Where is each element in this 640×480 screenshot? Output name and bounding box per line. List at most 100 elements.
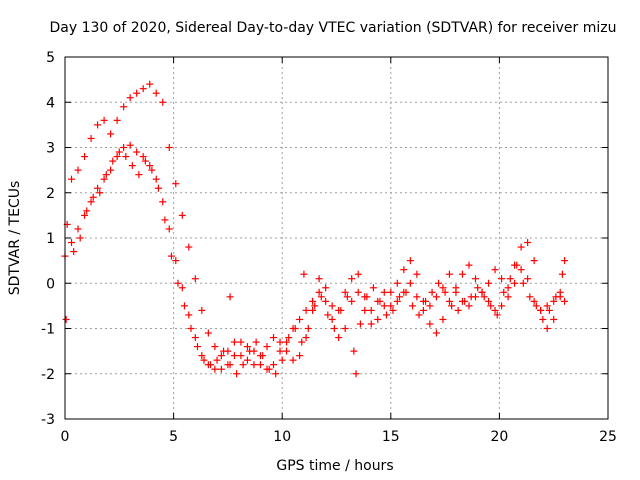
data-point xyxy=(328,302,336,310)
data-point xyxy=(493,311,501,319)
y-tick-label: -1 xyxy=(41,322,55,338)
data-point xyxy=(300,270,308,278)
data-point xyxy=(133,148,141,156)
data-point xyxy=(409,302,417,310)
data-point xyxy=(485,297,493,305)
data-point xyxy=(485,279,493,287)
data-point xyxy=(504,284,512,292)
data-point xyxy=(341,288,349,296)
data-point xyxy=(498,302,506,310)
plot-frame xyxy=(64,56,609,420)
data-point xyxy=(243,356,251,364)
data-point xyxy=(317,293,325,301)
data-point xyxy=(278,356,286,364)
data-point xyxy=(276,347,284,355)
data-point xyxy=(413,270,421,278)
data-point xyxy=(302,334,310,342)
data-point xyxy=(478,288,486,296)
data-point xyxy=(467,293,475,301)
y-tick-label: 0 xyxy=(46,276,55,292)
y-axis-label: SDTVAR / TECUs xyxy=(7,181,23,296)
data-point xyxy=(109,157,117,165)
data-point xyxy=(432,329,440,337)
data-point xyxy=(415,311,423,319)
data-point xyxy=(207,361,215,369)
data-point xyxy=(452,284,460,292)
data-point xyxy=(302,306,310,314)
data-point xyxy=(87,198,95,206)
data-point xyxy=(193,343,201,351)
data-point xyxy=(120,144,128,151)
x-tick-labels: 0 5 10 15 20 25 xyxy=(61,429,617,445)
data-point xyxy=(96,189,104,197)
data-point xyxy=(445,270,453,278)
data-point xyxy=(187,325,195,332)
data-point xyxy=(356,320,364,328)
data-point xyxy=(524,239,532,247)
data-point xyxy=(426,302,434,310)
data-point xyxy=(68,175,76,183)
data-point xyxy=(252,338,260,346)
data-point xyxy=(552,293,560,301)
data-point xyxy=(298,338,306,346)
data-point xyxy=(561,257,569,265)
data-point xyxy=(543,325,551,332)
data-point xyxy=(413,293,421,301)
data-point xyxy=(387,302,395,310)
data-point xyxy=(335,334,343,342)
data-point xyxy=(361,306,369,314)
data-point xyxy=(135,171,143,179)
data-point xyxy=(311,302,319,310)
data-point xyxy=(211,343,219,351)
data-point xyxy=(250,361,258,369)
data-point xyxy=(107,166,115,174)
data-point xyxy=(180,302,188,310)
data-point xyxy=(419,306,427,314)
data-point xyxy=(393,297,401,305)
data-point xyxy=(406,257,414,265)
data-point xyxy=(165,144,173,151)
y-tick-label: 4 xyxy=(46,95,55,111)
data-point xyxy=(285,334,293,342)
data-point xyxy=(465,302,473,310)
data-point xyxy=(432,293,440,301)
data-point xyxy=(422,297,430,305)
data-point xyxy=(141,157,149,165)
data-point xyxy=(174,279,182,287)
data-point xyxy=(304,325,312,332)
data-point xyxy=(539,315,547,323)
data-point xyxy=(354,270,362,278)
data-point xyxy=(461,297,469,305)
data-point xyxy=(558,270,566,278)
data-point xyxy=(545,306,553,314)
data-point xyxy=(498,275,506,283)
data-point xyxy=(500,288,508,296)
data-point xyxy=(487,302,495,310)
data-point xyxy=(146,80,154,88)
data-point xyxy=(513,261,521,269)
data-point xyxy=(439,284,447,292)
data-point xyxy=(81,211,89,219)
data-point xyxy=(441,288,449,296)
data-point xyxy=(217,365,225,373)
data-point xyxy=(270,361,278,369)
data-point xyxy=(172,180,180,188)
data-point xyxy=(543,302,551,310)
data-point xyxy=(389,306,397,314)
data-point xyxy=(120,103,128,111)
data-point xyxy=(454,306,462,314)
x-tick-label: 0 xyxy=(61,429,70,445)
data-point xyxy=(126,94,134,102)
data-point xyxy=(550,315,558,323)
data-point xyxy=(435,279,443,287)
data-point xyxy=(376,297,384,305)
data-point xyxy=(309,297,317,305)
data-point xyxy=(74,166,82,174)
data-point xyxy=(402,288,410,296)
data-point xyxy=(380,302,388,310)
y-tick-label: 2 xyxy=(46,186,55,202)
data-point xyxy=(480,293,488,301)
data-point xyxy=(68,239,76,247)
data-point xyxy=(128,162,136,170)
data-point xyxy=(239,361,247,369)
